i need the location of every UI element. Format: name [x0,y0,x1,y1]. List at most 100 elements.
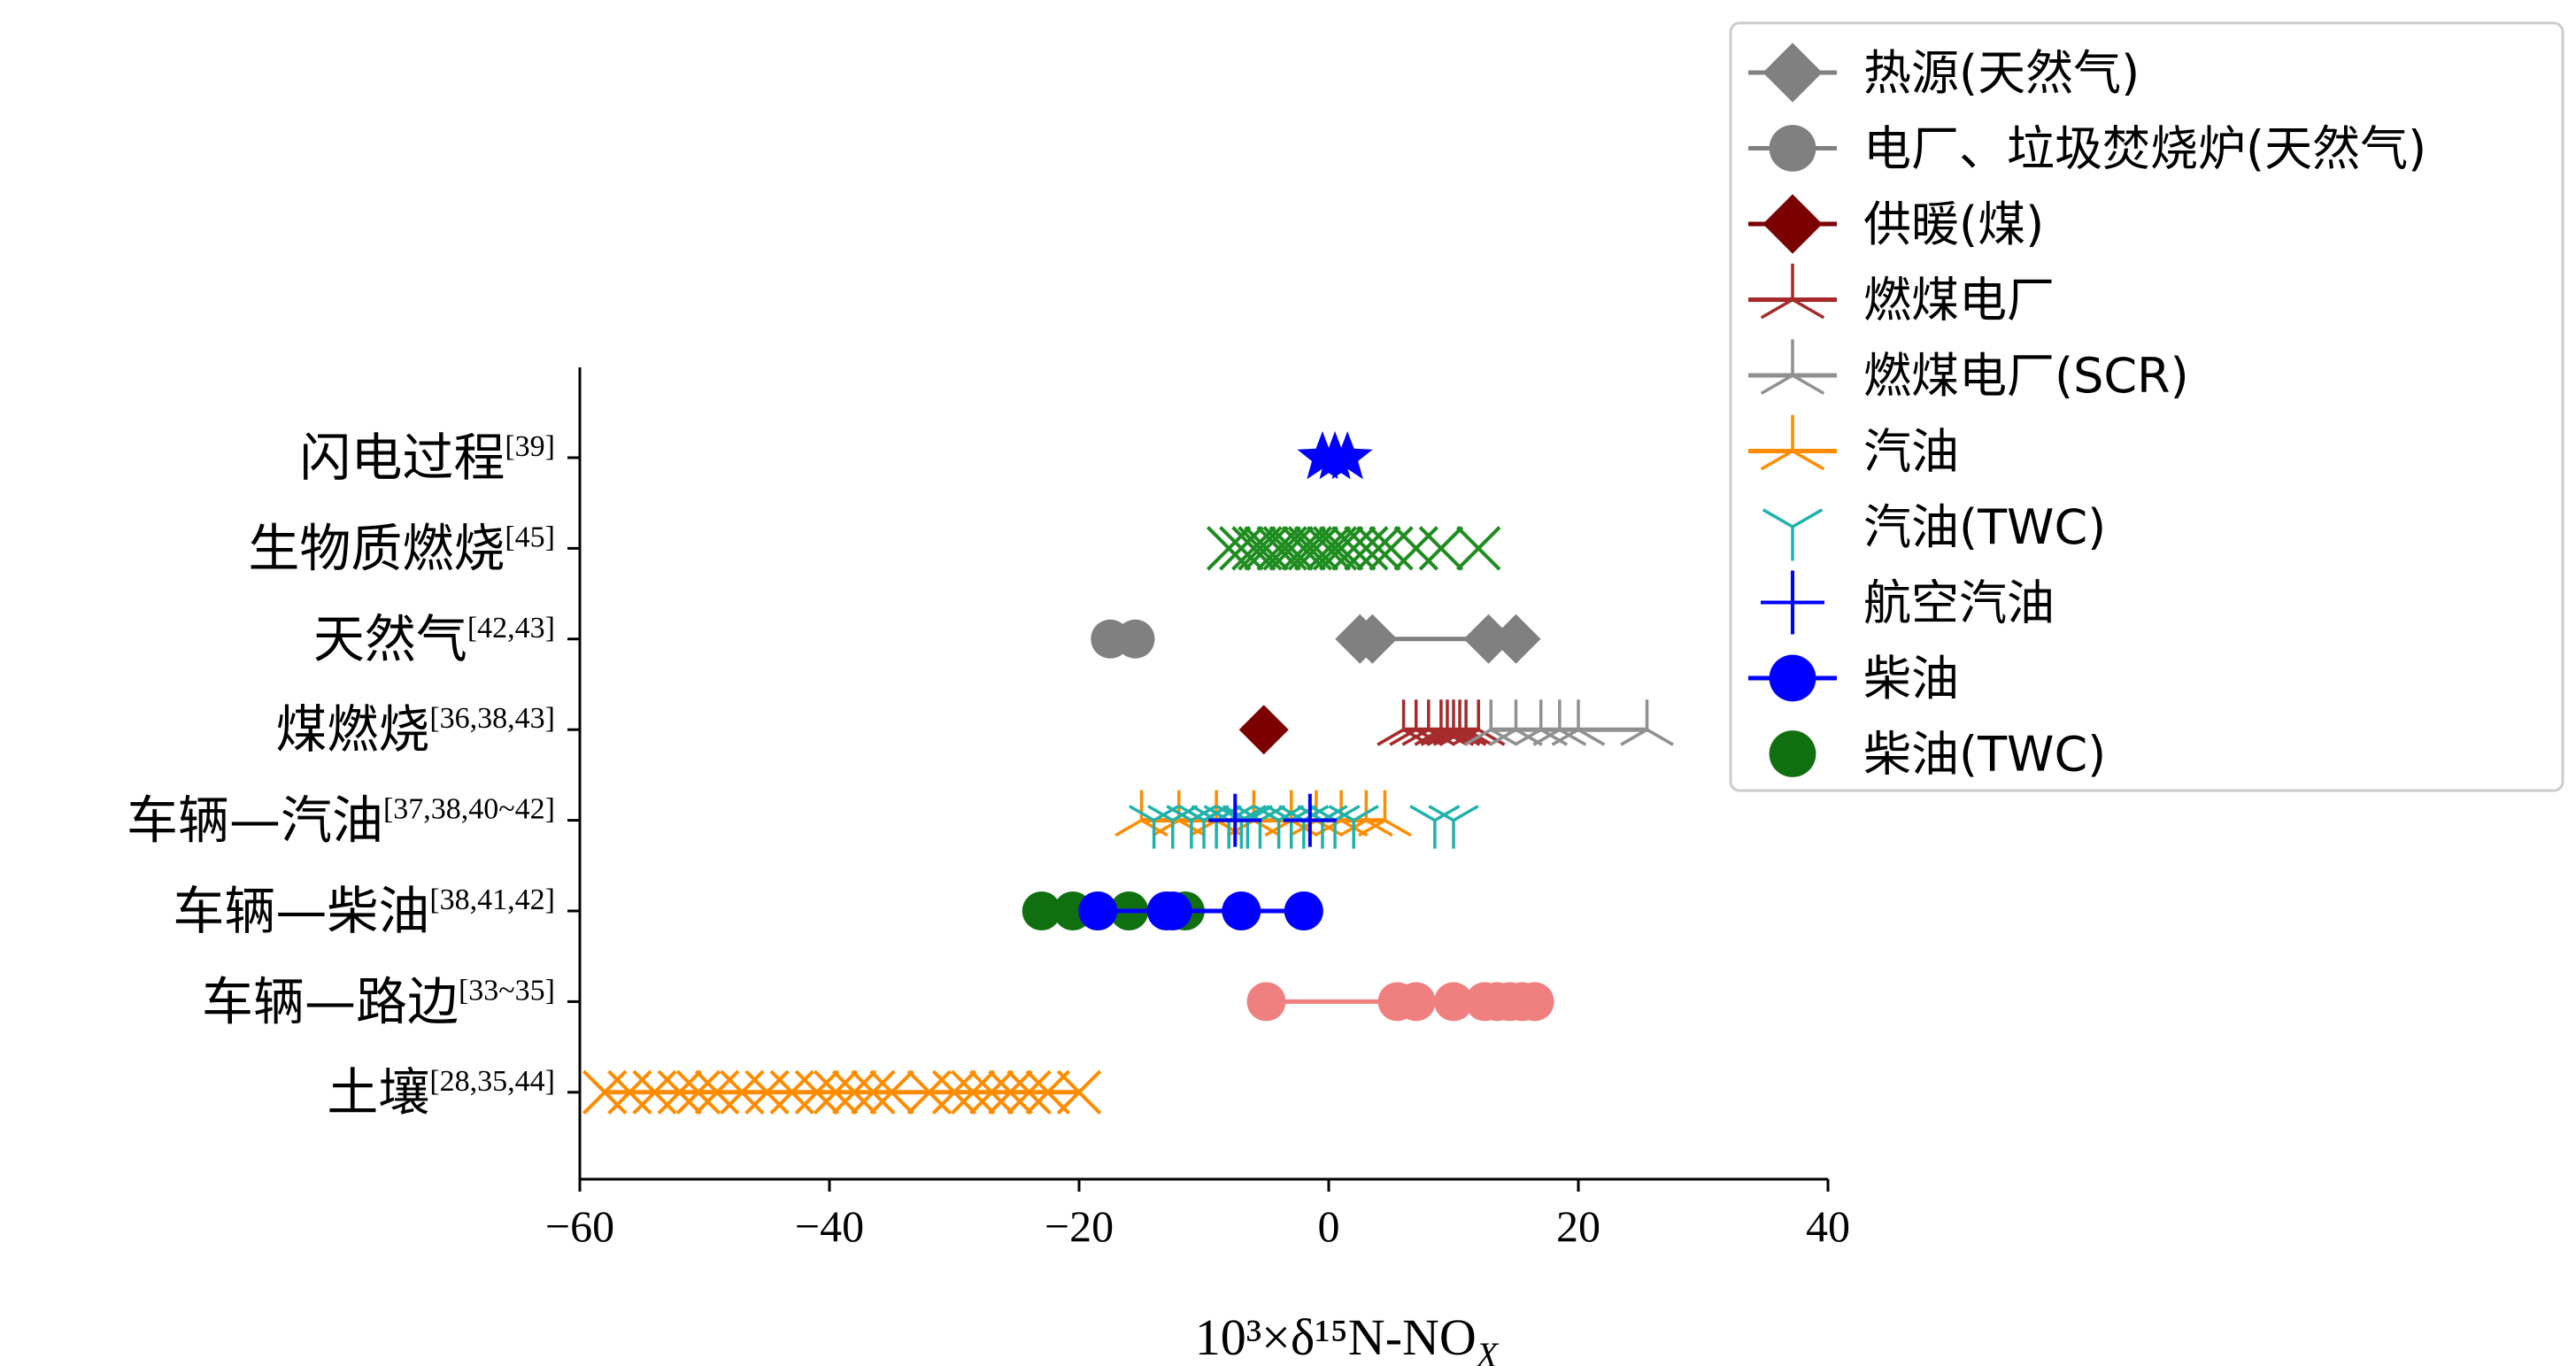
x-axis-title-subscript: X [1475,1335,1500,1366]
data-point [720,1069,765,1115]
data-point [1256,526,1301,571]
legend-label: 柴油 [1863,651,1959,706]
data-point [1278,805,1330,849]
series-group [1246,982,1554,1022]
data-point [794,1069,840,1115]
data-point [1489,699,1543,746]
data-point [1246,982,1286,1022]
data-point [769,1069,814,1115]
data-point [1356,526,1401,571]
legend-label: 电厂、垃圾焚烧炉(天然气) [1863,121,2426,177]
data-point [1551,699,1606,746]
series-group [1377,699,1506,746]
category-name: 车辆—路边 [202,971,459,1031]
data-point [1293,526,1339,571]
data-point [1322,431,1373,480]
category-name: 闪电过程 [299,428,505,488]
data-point [1491,614,1541,664]
data-point [1208,793,1262,847]
legend-label: 燃煤电厂(SCR) [1863,348,2189,404]
data-point [1238,705,1289,755]
data-point [1451,699,1506,746]
x-axis-title-main: 10³×δ¹⁵N-NO [1195,1308,1477,1366]
x-tick-label: −60 [545,1201,614,1251]
data-point [1284,891,1323,930]
data-point [969,1069,1014,1115]
category-reference: [42,43] [467,612,555,644]
category-reference: [39] [505,430,555,463]
data-point [1532,699,1587,746]
legend-label: 航空汽油 [1863,575,2055,631]
data-point [1219,526,1264,571]
data-point [675,1069,721,1115]
category-reference: [37,38,40~42] [383,793,555,826]
data-point [1283,793,1337,847]
x-tick-label: −40 [795,1201,864,1251]
data-point [1129,805,1180,849]
y-tick-label: 车辆—柴油[38,41,42] [173,881,555,941]
data-point [906,1069,953,1115]
data-point [694,1069,740,1115]
series-group [1091,619,1155,659]
legend-marker [1769,125,1816,172]
legend-frame [1729,21,2564,792]
legend-marker [1762,194,1823,254]
data-point [1025,1069,1070,1115]
data-point [1396,982,1436,1022]
y-tick-label: 天然气[42,43] [313,609,555,669]
data-point [1358,790,1412,837]
data-point [950,1069,996,1115]
legend-label: 汽油(TWC) [1863,499,2106,555]
legend-label: 柴油(TWC) [1863,727,2106,783]
category-reference: [38,41,42] [429,884,555,916]
series-group [1463,699,1674,746]
data-point [607,1069,652,1115]
axes: −60 −40 −20 0 20 40 闪电过程[39] 生物质燃烧[45] 天然气[42,43… [127,367,1850,1251]
legend-marker [1762,42,1823,103]
series-group [1129,805,1479,849]
category-name: 天然气 [313,609,467,669]
series-group [1078,891,1323,930]
y-tick-label: 土壤[28,35,44] [327,1062,555,1123]
category-name: 车辆—柴油 [173,881,429,941]
data-point [1428,805,1479,849]
legend-marker [1769,730,1816,777]
data-point [1262,526,1307,571]
data-point [1269,526,1314,571]
data-point [1078,891,1118,930]
category-name: 土壤 [327,1062,429,1123]
data-point [632,1069,677,1115]
data-point [931,1069,977,1115]
data-point [1418,526,1464,571]
data-point [1328,805,1379,849]
category-reference: [33~35] [459,974,555,1007]
data-point [1287,526,1333,571]
series-group [1206,526,1501,571]
data-point [1244,526,1289,571]
data-point [582,1069,628,1115]
data-point [1312,526,1358,571]
legend-label: 供暖(煤) [1863,197,2044,252]
data-point [1022,891,1061,930]
x-axis-title: 10³×δ¹⁵N-NOX [1195,1308,1500,1366]
category-name: 车辆—汽油 [127,791,383,851]
data-point [1318,526,1364,571]
legend-marker [1761,570,1824,635]
data-point [1203,805,1254,849]
data-point [1455,526,1501,571]
data-point [1393,526,1438,571]
data-point [1515,982,1554,1022]
category-reference: [36,38,43] [429,702,555,735]
data-point [1056,1069,1102,1115]
series-group [1335,614,1541,664]
series-group [1297,431,1373,480]
y-tick-label: 闪电过程[39] [299,428,555,488]
category-name: 生物质燃烧 [248,518,505,578]
data-point [1409,805,1461,849]
data-point [1309,805,1361,849]
x-tick-label: 0 [1318,1201,1340,1251]
legend-marker [1760,263,1825,320]
data-point [1222,891,1261,930]
category-reference: [28,35,44] [429,1065,555,1098]
